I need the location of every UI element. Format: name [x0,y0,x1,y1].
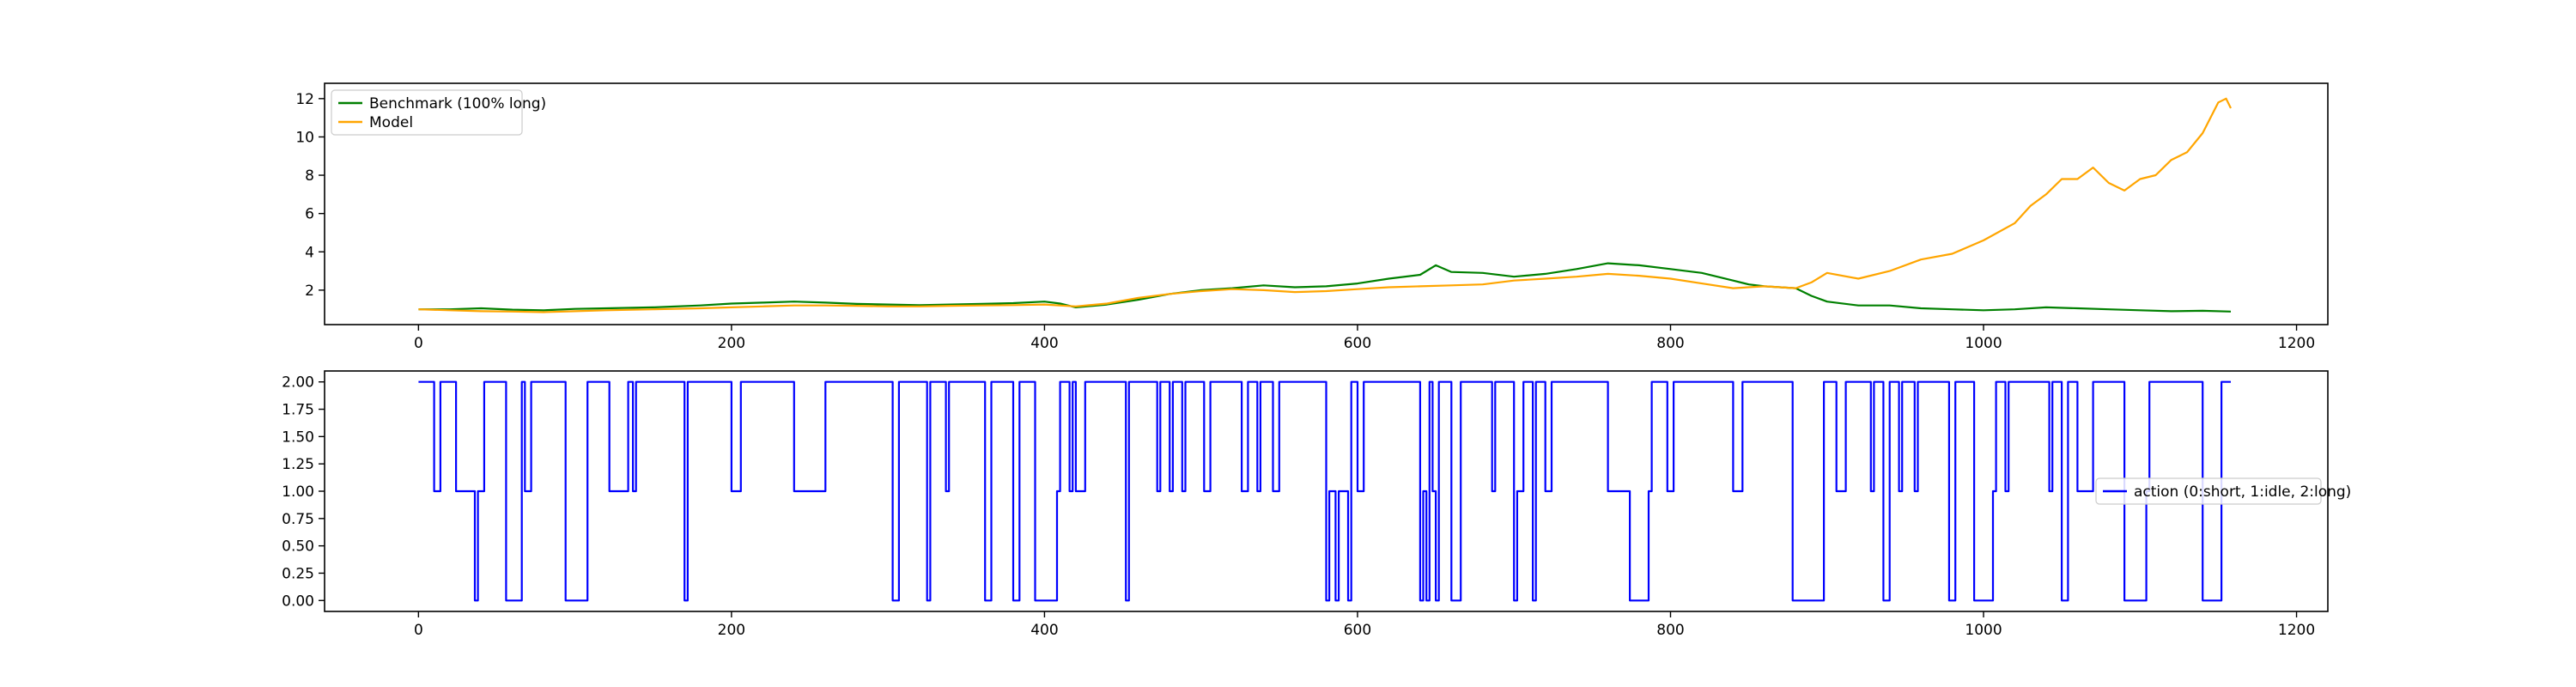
legend: Benchmark (100% long) Model [331,89,546,136]
y-tick-label: 2 [305,283,314,300]
y-tick-label: 1.25 [282,456,314,473]
x-tick-label: 1200 [2278,622,2315,639]
x-tick-label: 200 [718,622,745,639]
series-line-0 [418,380,2231,602]
benchmark-vs-model-chart: 0 200 400 600 800 1000 1200 2 4 6 8 10 12 Benchmark (… [295,82,2329,352]
x-tick-label: 600 [1344,622,1371,639]
x-tick-label: 1200 [2278,335,2315,352]
x-tick-label: 600 [1344,335,1371,352]
y-tick-label: 2.00 [282,374,314,392]
y-tick-label: 1.50 [282,429,314,446]
x-tick-label: 1000 [1965,622,2002,639]
x-tick-label: 400 [1030,335,1058,352]
x-tick-label: 200 [718,335,745,352]
x-tick-label: 800 [1656,622,1684,639]
legend-label: Model [369,114,413,131]
legend: action (0:short, 1:idle, 2:long) [2095,477,2351,505]
action-chart: 0 200 400 600 800 1000 1200 0.00 0.25 0.50 0.75 1.0… [282,370,2351,639]
legend-box [2095,477,2322,505]
series-line-1 [418,97,2232,313]
y-tick-label: 4 [305,244,314,261]
y-tick-label: 0.25 [282,565,314,582]
y-tick-label: 1.00 [282,483,314,501]
axes-frame [324,82,2329,325]
y-tick-label: 12 [295,91,314,108]
y-tick-label: 10 [295,129,314,146]
x-tick-label: 0 [414,335,423,352]
legend-label: action (0:short, 1:idle, 2:long) [2134,483,2351,501]
legend-box [331,89,523,136]
y-tick-label: 6 [305,206,314,223]
x-tick-label: 0 [414,622,423,639]
x-tick-label: 400 [1030,622,1058,639]
x-tick-label: 1000 [1965,335,2002,352]
y-tick-label: 0.75 [282,511,314,528]
y-tick-label: 0.00 [282,593,314,610]
series-line-0 [418,262,2232,313]
y-tick-label: 0.50 [282,538,314,556]
y-tick-label: 1.75 [282,402,314,419]
legend-label: Benchmark (100% long) [369,95,546,112]
y-tick-label: 8 [305,167,314,185]
x-tick-label: 800 [1656,335,1684,352]
